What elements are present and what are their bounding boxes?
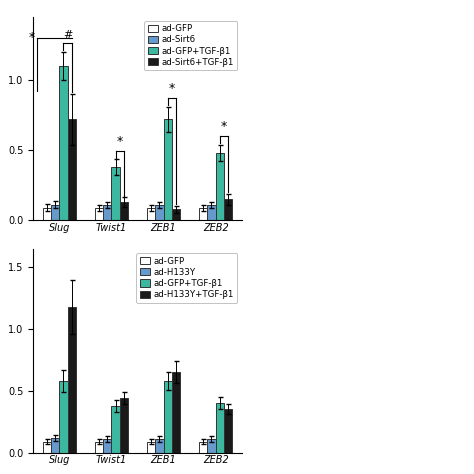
Bar — [59, 66, 68, 220]
Bar — [216, 153, 224, 220]
Bar — [147, 442, 155, 453]
Bar — [224, 410, 232, 453]
Bar — [68, 307, 76, 453]
Bar — [111, 406, 120, 453]
Bar — [155, 439, 164, 453]
Bar — [147, 208, 155, 220]
Bar — [207, 439, 216, 453]
Bar — [95, 442, 103, 453]
Bar — [164, 381, 172, 453]
Bar — [155, 205, 164, 220]
Bar — [43, 208, 51, 220]
Bar — [172, 373, 180, 453]
Bar — [103, 205, 111, 220]
Bar — [51, 438, 59, 453]
Text: *: * — [29, 31, 35, 44]
Legend: ad-GFP, ad-H133Y, ad-GFP+TGF-β1, ad-H133Y+TGF-β1: ad-GFP, ad-H133Y, ad-GFP+TGF-β1, ad-H133… — [137, 253, 237, 302]
Text: *: * — [117, 135, 123, 148]
Bar — [199, 442, 207, 453]
Bar — [216, 403, 224, 453]
Bar — [120, 202, 128, 220]
Bar — [199, 208, 207, 220]
Bar — [172, 209, 180, 220]
Bar — [164, 119, 172, 220]
Bar — [224, 200, 232, 220]
Bar — [51, 205, 59, 220]
Bar — [68, 119, 76, 220]
Legend: ad-GFP, ad-Sirt6, ad-GFP+TGF-β1, ad-Sirt6+TGF-β1: ad-GFP, ad-Sirt6, ad-GFP+TGF-β1, ad-Sirt… — [145, 21, 237, 70]
Bar — [120, 398, 128, 453]
Bar — [207, 205, 216, 220]
Bar — [95, 208, 103, 220]
Text: *: * — [221, 120, 227, 133]
Bar — [59, 381, 68, 453]
Bar — [103, 439, 111, 453]
Bar — [43, 442, 51, 453]
Text: #: # — [63, 30, 72, 40]
Text: *: * — [169, 82, 175, 95]
Bar — [111, 167, 120, 220]
